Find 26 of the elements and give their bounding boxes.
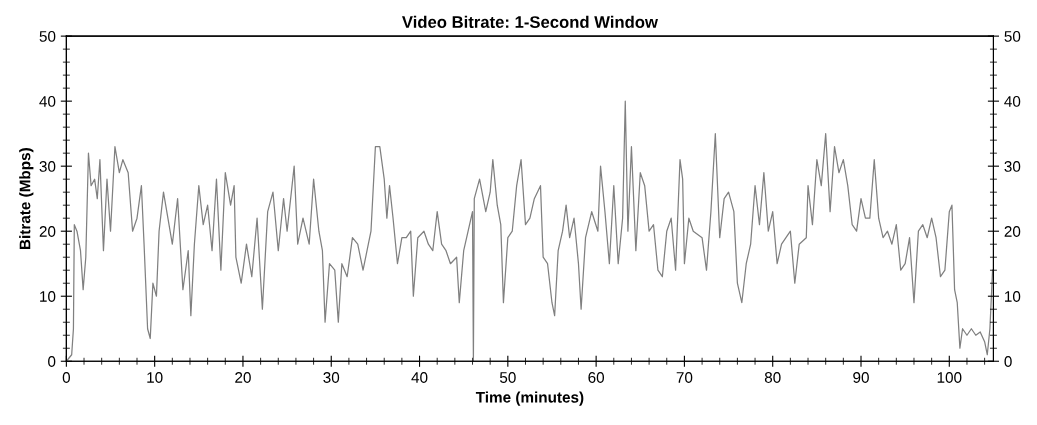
y-tick-label: 30 — [39, 161, 56, 172]
y-axis-title: Bitrate (Mbps) — [19, 148, 34, 250]
x-tick-label: 60 — [588, 372, 605, 383]
y-tick-label: 40 — [39, 96, 56, 107]
y-tick-label: 0 — [48, 356, 56, 367]
x-tick-label: 100 — [937, 372, 962, 383]
chart-title: Video Bitrate: 1-Second Window — [402, 15, 658, 28]
y-tick-label: 50 — [39, 30, 56, 42]
x-tick-label: 50 — [499, 372, 516, 383]
x-axis-title: Time (minutes) — [475, 391, 584, 406]
y2-tick-label: 40 — [1004, 96, 1021, 107]
x-tick-label: 20 — [235, 372, 251, 383]
x-tick-label: 10 — [147, 372, 163, 383]
y-tick-label: 10 — [40, 291, 56, 302]
x-tick-label: 0 — [62, 372, 71, 383]
y2-tick-label: 0 — [1004, 356, 1012, 367]
x-tick-label: 40 — [411, 372, 428, 383]
y2-tick-label: 50 — [1004, 30, 1021, 42]
y-tick-label: 20 — [39, 226, 56, 237]
y2-tick-label: 30 — [1004, 161, 1021, 172]
x-tick-label: 30 — [323, 372, 340, 383]
y2-tick-label: 10 — [1005, 291, 1021, 302]
x-tick-label: 70 — [676, 372, 693, 383]
x-tick-label: 80 — [764, 372, 781, 383]
x-tick-label: 90 — [853, 372, 869, 383]
y2-tick-label: 20 — [1004, 226, 1021, 237]
